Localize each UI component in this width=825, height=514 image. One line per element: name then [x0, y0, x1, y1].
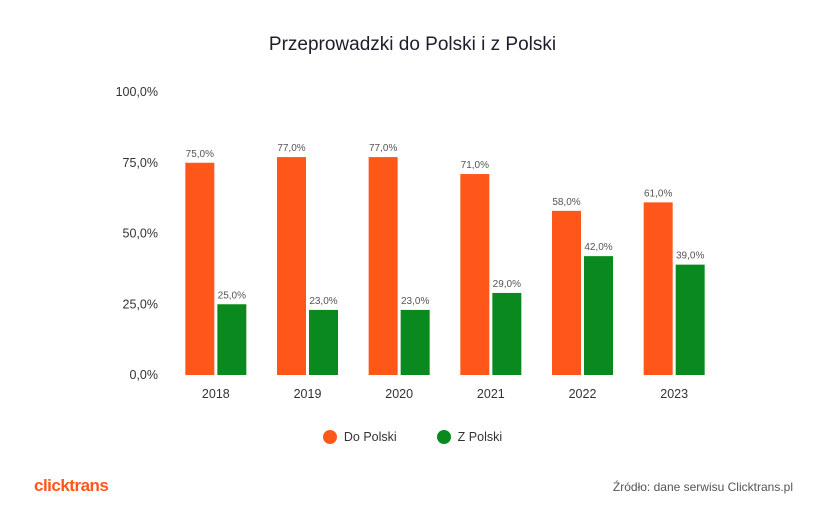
bar-z-polski-2022 [584, 256, 613, 375]
y-tick-label: 50,0% [123, 227, 158, 241]
legend-item-do-polski: Do Polski [322, 430, 397, 444]
data-label: 29,0% [493, 279, 521, 290]
data-label: 75,0% [186, 149, 214, 160]
y-tick-label: 0,0% [130, 368, 159, 382]
bar-do-polski-2021 [460, 174, 490, 375]
data-label: 25,0% [218, 290, 246, 301]
data-label: 77,0% [277, 143, 305, 154]
bar-do-polski-2020 [368, 157, 398, 375]
bar-do-polski-2018 [185, 162, 215, 375]
bar-do-polski-2023 [643, 202, 673, 375]
data-label: 39,0% [676, 251, 704, 262]
bar-do-polski-2019 [277, 157, 306, 375]
clicktrans-logo: clicktrans [34, 476, 109, 495]
legend-item-z-polski: Z Polski [436, 430, 503, 444]
y-tick-label: 75,0% [123, 156, 158, 170]
legend-label-do-polski: Do Polski [343, 430, 397, 444]
bar-z-polski-2018 [217, 304, 247, 375]
bar-chart: 0,0% 25,0% 50,0% 75,0% 100,0% 75,0% 25,0% 2018 7… [116, 85, 705, 401]
legend: Do Polski Z Polski [0, 430, 825, 444]
data-label: 58,0% [552, 197, 580, 208]
bar-z-polski-2023 [675, 264, 705, 375]
x-tick-label: 2023 [660, 387, 688, 401]
y-tick-label: 25,0% [123, 297, 158, 311]
data-label: 23,0% [309, 296, 337, 307]
data-label: 42,0% [584, 242, 612, 253]
data-label: 23,0% [401, 296, 429, 307]
legend-swatch-do-polski [322, 430, 337, 444]
source-note: Źródło: dane serwisu Clicktrans.pl [612, 480, 793, 494]
legend-swatch-z-polski [436, 430, 451, 444]
legend-label-z-polski: Z Polski [457, 430, 503, 444]
x-tick-label: 2020 [385, 387, 413, 401]
bar-z-polski-2019 [309, 309, 338, 375]
data-label: 77,0% [369, 143, 397, 154]
x-tick-label: 2018 [202, 387, 230, 401]
bar-z-polski-2020 [400, 309, 430, 375]
bar-do-polski-2022 [552, 210, 581, 375]
x-tick-label: 2019 [294, 387, 322, 401]
y-tick-label: 100,0% [116, 85, 158, 99]
x-tick-label: 2021 [477, 387, 505, 401]
x-tick-label: 2022 [569, 387, 597, 401]
data-label: 71,0% [461, 160, 489, 171]
bar-z-polski-2021 [492, 292, 522, 375]
chart-title: Przeprowadzki do Polski i z Polski [268, 34, 557, 55]
data-label: 61,0% [644, 188, 672, 199]
